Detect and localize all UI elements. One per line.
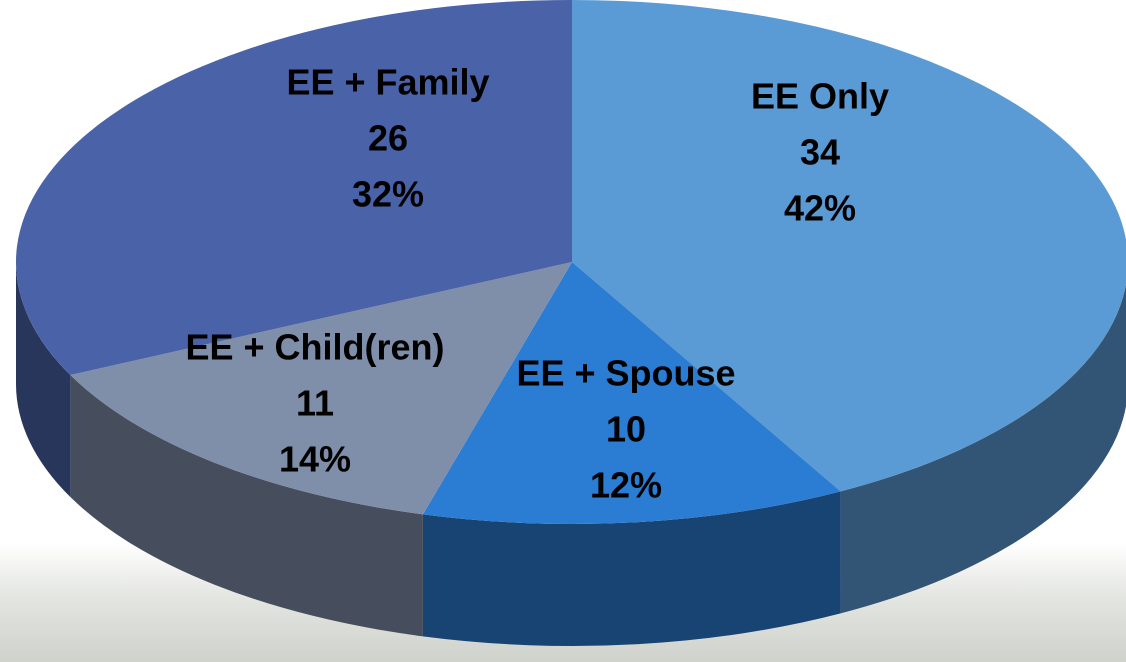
category-label: EE + Child(ren) bbox=[185, 327, 444, 368]
value-label: 11 bbox=[296, 383, 334, 424]
category-label: EE + Family bbox=[286, 62, 489, 103]
pie-tops bbox=[16, 0, 1126, 524]
percent-label: 14% bbox=[279, 439, 351, 480]
percent-label: 32% bbox=[352, 174, 424, 215]
page: {"chart_data": {"type": "pie", "categori… bbox=[0, 0, 1126, 662]
value-label: 26 bbox=[368, 118, 408, 159]
value-label: 34 bbox=[800, 132, 840, 173]
category-label: EE Only bbox=[751, 76, 889, 117]
percent-label: 12% bbox=[590, 465, 662, 506]
category-label: EE + Spouse bbox=[516, 353, 735, 394]
value-label: 10 bbox=[606, 409, 646, 450]
chart: EE Only 34 42% EE + Spouse 10 12% EE + Child(r… bbox=[0, 0, 1126, 662]
percent-label: 42% bbox=[784, 188, 856, 229]
